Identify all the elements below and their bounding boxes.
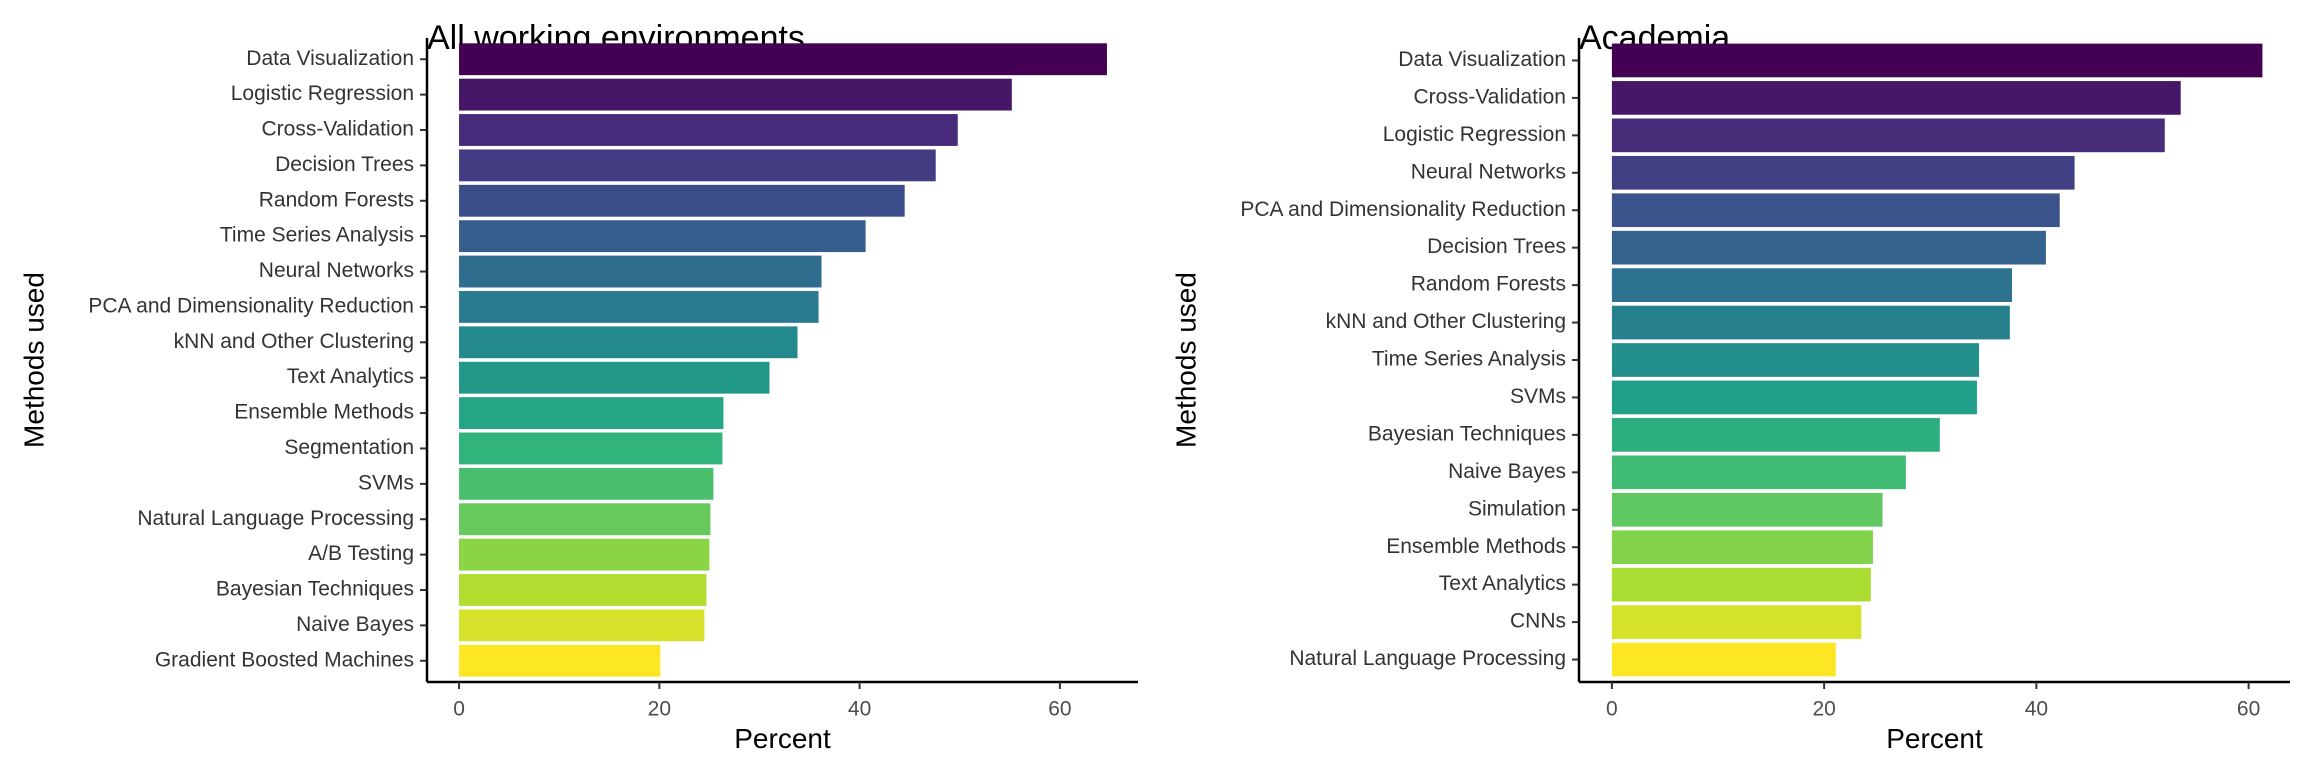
y-tick-label: Gradient Boosted Machines (155, 648, 414, 671)
x-axis-title: Percent (1886, 723, 1983, 754)
bar-neural-networks (1611, 155, 2075, 190)
y-axis-title: Methods used (18, 272, 49, 448)
y-tick-label: Cross-Validation (1413, 85, 1566, 108)
bar-naive-bayes (1611, 455, 1906, 490)
y-tick-label: PCA and Dimensionality Reduction (1240, 198, 1566, 221)
bar-data-visualization (1611, 43, 2263, 78)
y-tick-label: SVMs (358, 471, 414, 494)
bar-knn-and-other-clustering (459, 326, 798, 359)
bar-a-b-testing (459, 538, 710, 571)
bar-text-analytics (1611, 567, 1871, 602)
bar-cross-validation (459, 114, 958, 146)
bar-svms (1611, 380, 1977, 415)
bar-decision-trees (1611, 230, 2046, 265)
y-tick-label: kNN and Other Clustering (174, 330, 414, 353)
y-tick-label: Cross-Validation (261, 118, 414, 141)
bar-natural-language-processing (459, 503, 711, 536)
y-tick-label: Decision Trees (1427, 235, 1566, 258)
y-tick-label: CNNs (1510, 610, 1566, 633)
bar-text-analytics (459, 361, 770, 394)
bar-bayesian-techniques (459, 574, 707, 606)
y-tick-label: Data Visualization (1398, 48, 1566, 71)
x-tick-label: 20 (648, 698, 671, 721)
y-tick-label: Data Visualization (246, 47, 414, 70)
bar-svms (459, 467, 714, 500)
bar-logistic-regression (459, 78, 1012, 111)
y-tick-label: Bayesian Techniques (1368, 422, 1566, 445)
x-tick-label: 20 (1812, 698, 1835, 721)
y-tick-label: Logistic Regression (231, 82, 414, 105)
y-tick-label: Random Forests (259, 188, 414, 211)
y-tick-label: Bayesian Techniques (216, 578, 414, 601)
bar-decision-trees (459, 149, 936, 182)
x-tick-label: 40 (848, 698, 871, 721)
y-tick-label: Natural Language Processing (1289, 647, 1566, 670)
x-tick-label: 0 (1606, 698, 1618, 721)
bar-random-forests (459, 184, 905, 217)
y-tick-label: Segmentation (284, 436, 414, 459)
bar-pca-and-dimensionality-reduction (1611, 193, 2060, 228)
bar-logistic-regression (1611, 118, 2165, 153)
y-tick-label: Text Analytics (287, 365, 414, 388)
y-tick-label: PCA and Dimensionality Reduction (88, 294, 414, 317)
bar-data-visualization (459, 43, 1107, 76)
y-tick-label: Text Analytics (1439, 572, 1566, 595)
bar-natural-language-processing (1611, 642, 1836, 677)
y-tick-label: Random Forests (1411, 273, 1566, 296)
bar-segmentation (459, 432, 723, 465)
y-tick-label: Neural Networks (259, 259, 414, 282)
bar-neural-networks (459, 255, 822, 288)
y-tick-label: A/B Testing (308, 542, 414, 565)
x-tick-label: 0 (453, 698, 465, 721)
bar-simulation (1611, 492, 1883, 527)
x-tick-label: 40 (2025, 698, 2048, 721)
y-tick-label: Neural Networks (1411, 160, 1566, 183)
y-tick-label: Time Series Analysis (1372, 348, 1566, 371)
y-tick-label: SVMs (1510, 385, 1566, 408)
bar-time-series-analysis (459, 220, 866, 253)
bar-pca-and-dimensionality-reduction (459, 291, 819, 323)
bar-knn-and-other-clustering (1611, 305, 2010, 340)
y-tick-label: Naive Bayes (296, 613, 414, 636)
x-axis-title: Percent (734, 723, 831, 754)
bar-cnns (1611, 605, 1862, 639)
bar-gradient-boosted-machines (459, 644, 661, 677)
bar-bayesian-techniques (1611, 418, 1940, 452)
y-tick-label: Natural Language Processing (137, 507, 414, 530)
y-tick-label: Ensemble Methods (1386, 535, 1566, 558)
x-tick-label: 60 (2237, 698, 2260, 721)
y-tick-label: Logistic Regression (1383, 123, 1566, 146)
bar-ensemble-methods (459, 397, 724, 429)
y-tick-label: Decision Trees (275, 153, 414, 176)
bar-ensemble-methods (1611, 530, 1873, 565)
y-tick-label: Simulation (1468, 497, 1566, 520)
y-tick-label: kNN and Other Clustering (1326, 310, 1566, 333)
bar-cross-validation (1611, 81, 2181, 115)
bar-time-series-analysis (1611, 343, 1980, 377)
y-axis-title: Methods used (1170, 272, 1201, 448)
y-tick-label: Naive Bayes (1448, 460, 1566, 483)
bar-naive-bayes (459, 609, 705, 642)
x-tick-label: 60 (1048, 698, 1071, 721)
y-tick-label: Time Series Analysis (220, 224, 414, 247)
y-tick-label: Ensemble Methods (234, 401, 414, 424)
bar-random-forests (1611, 268, 2012, 302)
